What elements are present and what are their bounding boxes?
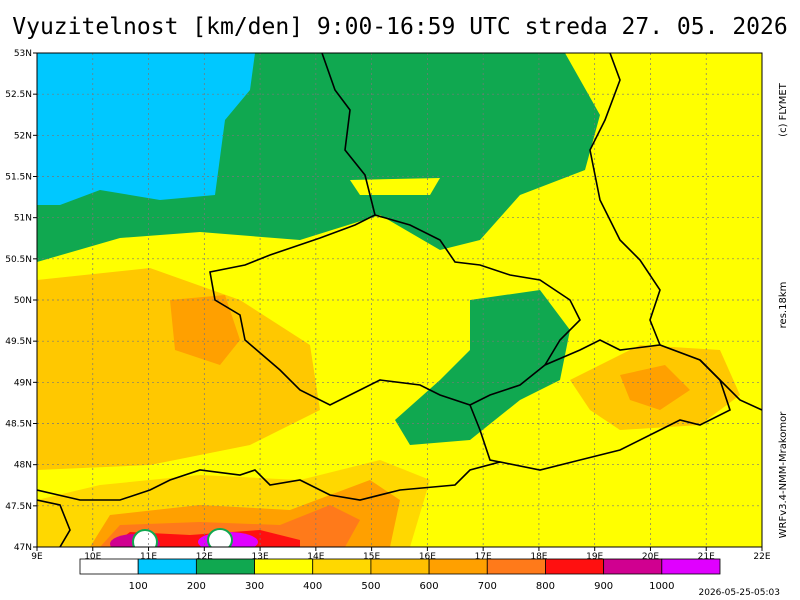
field-white (132, 529, 158, 547)
legend-swatch (195, 558, 255, 575)
legend-swatch (254, 558, 314, 575)
graticule (37, 53, 762, 547)
lon-label: 16E (419, 552, 436, 562)
lat-label: 53N (14, 49, 32, 59)
map (36, 52, 763, 548)
lon-label: 12E (196, 552, 213, 562)
lat-label: 50.5N (5, 255, 32, 265)
legend-swatch (661, 558, 721, 575)
lat-label: 52N (14, 131, 32, 141)
lat-label: 51N (14, 214, 32, 224)
lon-label: 10E (84, 552, 101, 562)
field-green (395, 290, 570, 445)
legend-swatch (79, 558, 139, 575)
field-white (207, 528, 233, 547)
lon-label: 9E (31, 552, 43, 562)
legend-label: 600 (420, 581, 439, 592)
field-orange (37, 268, 320, 470)
legend-swatch (428, 558, 488, 575)
legend-label: 700 (478, 581, 497, 592)
model-name: WRFv3.4-NMM-Mrakomor (778, 411, 789, 539)
legend-swatch (370, 558, 430, 575)
legend-label: 1000 (649, 581, 674, 592)
resolution: res.18km (778, 282, 789, 329)
lon-label: 14E (307, 552, 324, 562)
lat-label: 48N (14, 461, 32, 471)
lon-label: 17E (475, 552, 492, 562)
lon-label: 20E (642, 552, 659, 562)
field-orange (170, 295, 240, 365)
legend-label: 900 (594, 581, 613, 592)
legend-label: 100 (129, 581, 148, 592)
lat-label: 52.5N (5, 90, 32, 100)
legend-swatch (603, 558, 663, 575)
legend-label: 800 (536, 581, 555, 592)
lon-label: 19E (586, 552, 603, 562)
field-yellow (600, 180, 660, 230)
lon-label: 15E (363, 552, 380, 562)
lon-label: 21E (698, 552, 715, 562)
legend: 100 200 300 400 500 600 700 800 900 1000 (79, 558, 721, 592)
lon-label: 13E (252, 552, 269, 562)
run-time: 2026-05-25-05:03 (699, 588, 781, 598)
field-yellow (350, 178, 440, 195)
legend-label: 500 (361, 581, 380, 592)
axes: 53N 52.5N 52N 51.5N 51N 50.5N 50N 49.5N 49N 48.5N… (5, 49, 771, 562)
lon-label: 11E (140, 552, 157, 562)
field-cyan (37, 53, 255, 205)
legend-label: 200 (187, 581, 206, 592)
lat-label: 48.5N (5, 420, 32, 430)
legend-swatch (137, 558, 197, 575)
borders (37, 53, 762, 547)
legend-swatch (486, 558, 546, 575)
legend-label: 400 (303, 581, 322, 592)
lat-label: 47.5N (5, 502, 32, 512)
copyright: (c) FLYMET (778, 82, 789, 137)
lat-label: 49.5N (5, 337, 32, 347)
lon-label: 22E (753, 552, 770, 562)
legend-label: 300 (245, 581, 264, 592)
lat-label: 50N (14, 296, 32, 306)
lat-label: 49N (14, 378, 32, 388)
legend-swatch (545, 558, 605, 575)
field-orange (620, 365, 690, 410)
lat-label: 51.5N (5, 173, 32, 183)
title: Vyuzitelnost [km/den] 9:00-16:59 UTC str… (12, 14, 787, 40)
legend-swatch (312, 558, 372, 575)
lat-label: 47N (14, 543, 32, 553)
lon-label: 18E (530, 552, 547, 562)
